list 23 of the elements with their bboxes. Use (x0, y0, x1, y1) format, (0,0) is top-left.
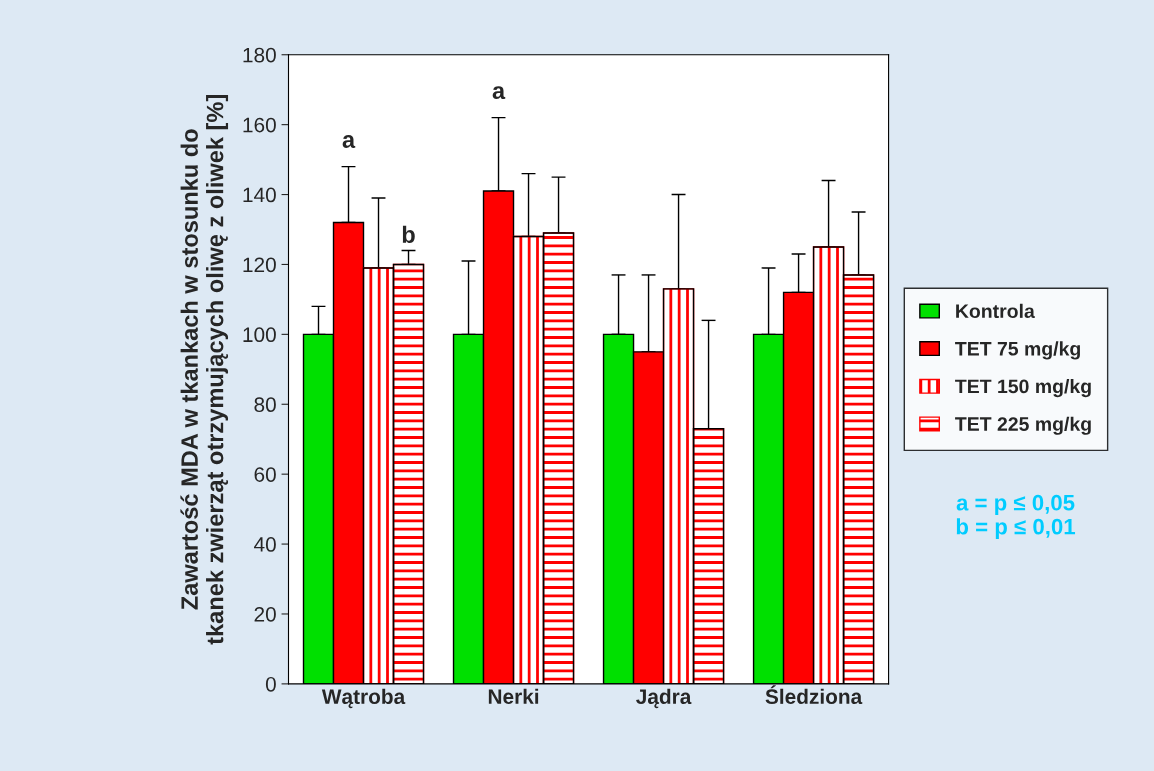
y-tick-label: 160 (243, 117, 276, 133)
y-tick-label: 100 (243, 327, 276, 343)
y-tick-label: 0 (265, 676, 276, 692)
y-axis-title: Zawartość MDA w tkankach w stosunku do tkanek zwierząt otrzymujących oliwę z oliwek [%] (180, 95, 229, 645)
y-tick-label: 140 (243, 187, 276, 203)
y-tick-label: 80 (254, 397, 276, 413)
legend-label: Kontrola (956, 303, 1035, 319)
y-tick-label: 180 (243, 47, 276, 63)
y-tick-label: 20 (254, 606, 276, 622)
x-tick-label: Nerki (488, 688, 539, 705)
y-tick-label: 40 (254, 537, 276, 552)
legend-label: TET 75 mg/kg (955, 341, 1080, 360)
x-tick-label: Wątroba (321, 688, 406, 709)
x-tick-label: Jądra (636, 688, 692, 709)
y-tick-label: 60 (254, 467, 276, 482)
annotation: a (492, 86, 506, 100)
legend-label: TET 150 mg/kg (955, 378, 1091, 398)
annotation: b (402, 225, 415, 244)
x-tick-label: Śledziona (765, 685, 863, 705)
annotation: a (342, 135, 356, 149)
legend-label: TET 225 mg/kg (955, 416, 1091, 435)
text: a = p ≤ 0,05 b = p ≤ 0,01 (956, 494, 1076, 539)
y-tick-label: 120 (243, 257, 276, 273)
